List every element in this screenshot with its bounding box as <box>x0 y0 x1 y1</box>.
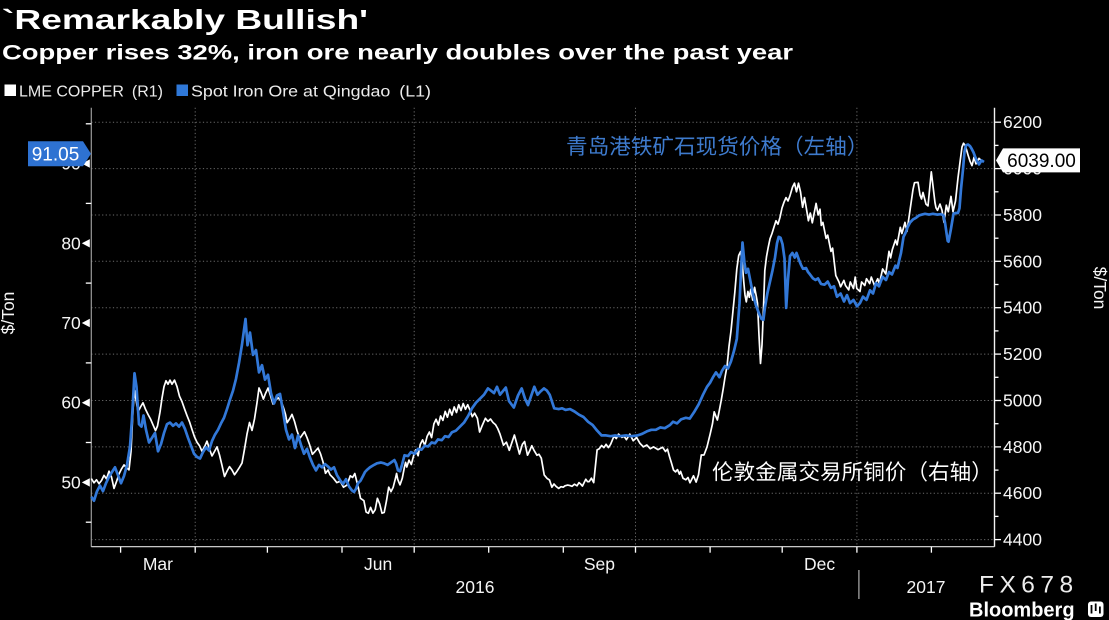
svg-text:Mar: Mar <box>143 554 173 574</box>
svg-text:2016: 2016 <box>456 577 495 597</box>
svg-text:LME COPPER (R1): LME COPPER (R1) <box>19 84 163 101</box>
svg-text:60: 60 <box>61 393 81 413</box>
svg-text:4400: 4400 <box>1003 530 1042 550</box>
svg-text:Bloomberg: Bloomberg <box>969 600 1075 620</box>
svg-text:70: 70 <box>61 313 81 333</box>
svg-text:50: 50 <box>61 472 81 492</box>
svg-text:2017: 2017 <box>907 577 946 597</box>
svg-text:Jun: Jun <box>364 554 392 574</box>
svg-text:5000: 5000 <box>1003 391 1042 411</box>
svg-text:$/Ton: $/Ton <box>0 292 18 335</box>
svg-text:5200: 5200 <box>1003 344 1042 364</box>
svg-text:Spot Iron Ore at Qingdao (L1): Spot Iron Ore at Qingdao (L1) <box>191 84 431 101</box>
svg-text:$/Ton: $/Ton <box>1090 267 1109 310</box>
svg-text:FX678: FX678 <box>979 572 1079 599</box>
svg-text:6200: 6200 <box>1003 112 1042 132</box>
svg-text:5600: 5600 <box>1003 251 1042 271</box>
svg-text:4800: 4800 <box>1003 437 1042 457</box>
svg-text:91.05: 91.05 <box>32 144 80 165</box>
svg-text:Copper rises 32%, iron ore nea: Copper rises 32%, iron ore nearly double… <box>2 41 794 65</box>
svg-text:4600: 4600 <box>1003 483 1042 503</box>
svg-text:5400: 5400 <box>1003 298 1042 318</box>
svg-text:Dec: Dec <box>804 554 835 574</box>
svg-text:`Remarkably Bullish': `Remarkably Bullish' <box>2 4 368 35</box>
svg-text:80: 80 <box>61 233 81 253</box>
svg-text:6039.00: 6039.00 <box>1007 151 1076 172</box>
svg-text:Sep: Sep <box>584 554 615 574</box>
svg-text:5800: 5800 <box>1003 205 1042 225</box>
